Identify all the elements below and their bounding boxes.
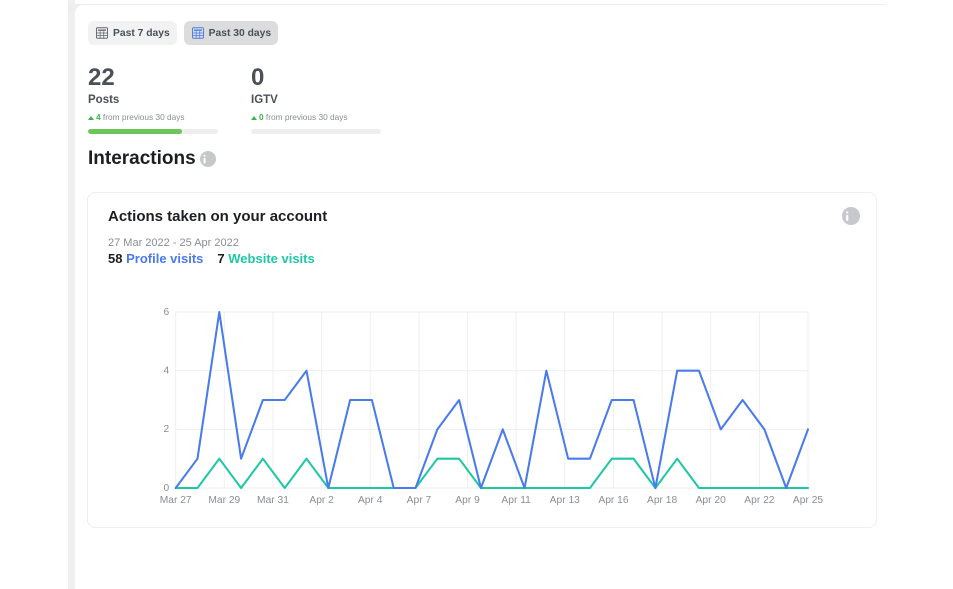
svg-text:Mar 29: Mar 29 [208, 495, 240, 506]
svg-text:4: 4 [163, 365, 169, 376]
svg-text:Apr 4: Apr 4 [358, 495, 383, 506]
svg-text:Apr 25: Apr 25 [793, 495, 823, 506]
svg-text:Apr 22: Apr 22 [744, 495, 774, 506]
svg-text:Apr 2: Apr 2 [309, 495, 334, 506]
svg-text:Apr 9: Apr 9 [455, 495, 480, 506]
svg-text:Apr 20: Apr 20 [696, 495, 726, 506]
svg-text:Apr 7: Apr 7 [407, 495, 432, 506]
svg-text:Mar 31: Mar 31 [257, 495, 289, 506]
svg-text:Apr 16: Apr 16 [598, 495, 628, 506]
svg-text:Apr 13: Apr 13 [550, 495, 580, 506]
svg-text:0: 0 [163, 483, 169, 494]
svg-text:6: 6 [163, 307, 169, 318]
svg-text:2: 2 [163, 424, 169, 435]
svg-text:Apr 11: Apr 11 [501, 495, 531, 506]
svg-text:Mar 27: Mar 27 [160, 495, 192, 506]
svg-text:Apr 18: Apr 18 [647, 495, 677, 506]
